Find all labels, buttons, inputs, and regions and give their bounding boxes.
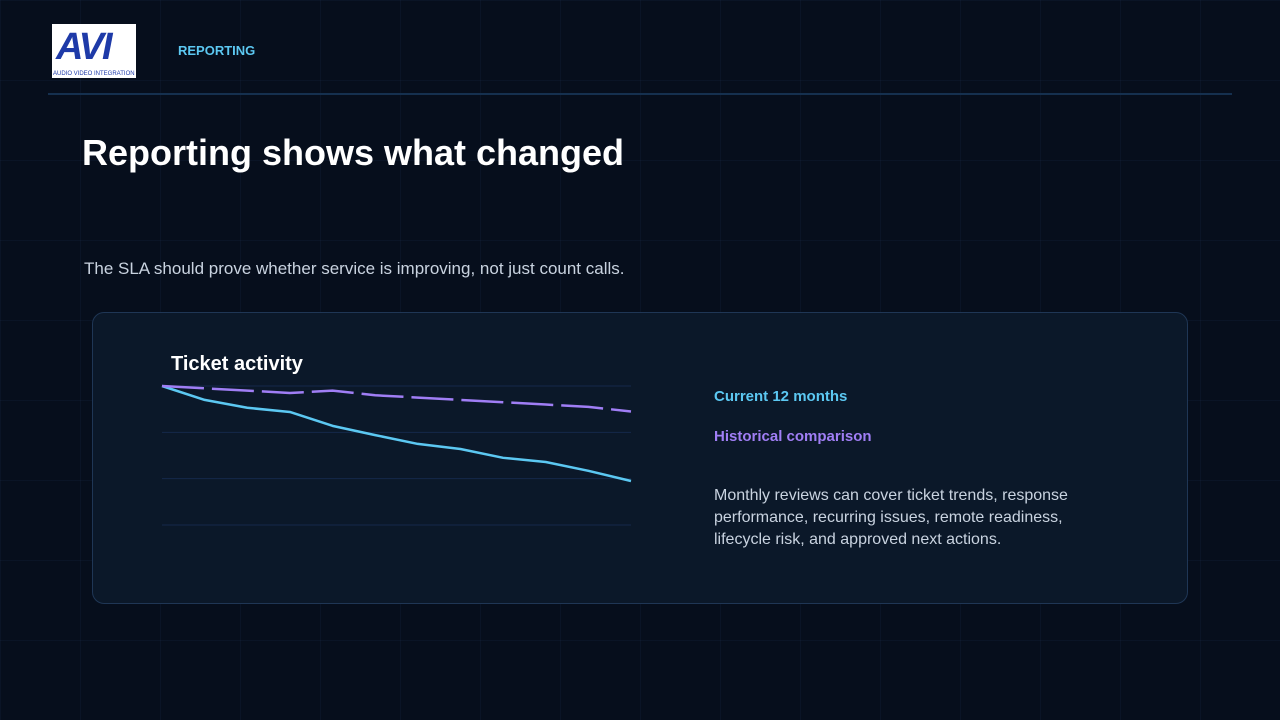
body-text: Monthly reviews can cover ticket trends,…	[714, 487, 1068, 548]
series-line	[161, 384, 632, 483]
logo-subtext: AUDIO VIDEO INTEGRATION	[53, 71, 135, 77]
chart-title: Ticket activity	[171, 353, 304, 375]
panel	[92, 312, 1188, 604]
section-label: REPORTING	[178, 43, 256, 58]
logo: AVI AUDIO VIDEO INTEGRATION	[52, 24, 136, 78]
legend-entry: Current 12 months	[714, 388, 848, 405]
logo-text: AVI	[56, 26, 113, 68]
legend-entry: Historical comparison	[714, 428, 872, 445]
slide-title: Reporting shows what changed	[82, 132, 625, 173]
slide-subtitle: The SLA should prove whether service is …	[84, 259, 625, 278]
series-line	[161, 384, 632, 413]
header-rule	[48, 93, 1232, 95]
